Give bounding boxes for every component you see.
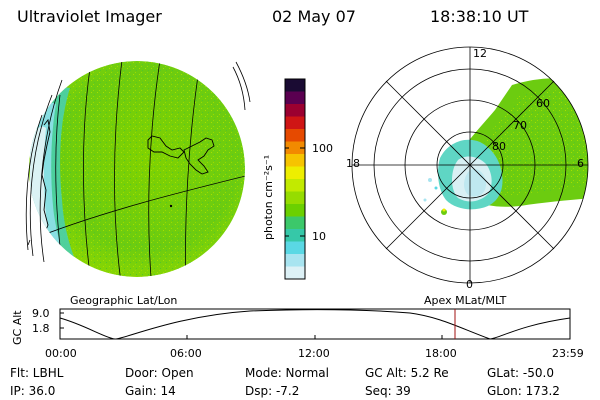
colorbar-segment	[285, 191, 305, 205]
orbit-plot	[59, 308, 571, 340]
info-dsp: Dsp: -7.2	[245, 384, 300, 398]
info-mode: Mode: Normal	[245, 366, 329, 380]
orbit-xtick-1800: 18:00	[425, 347, 457, 360]
geographic-label: Geographic Lat/Lon	[70, 294, 178, 307]
colorbar-segment	[285, 79, 305, 92]
colorbar-segment	[285, 229, 305, 242]
colorbar-segment	[285, 179, 305, 192]
colorbar-segment	[285, 241, 305, 255]
colorbar-segment	[285, 154, 305, 167]
apex-label: Apex MLat/MLT	[424, 294, 507, 307]
orbit-xtick-2359: 23:59	[552, 347, 584, 360]
colorbar-segment	[285, 91, 305, 105]
colorbar-segment	[285, 216, 305, 230]
colorbar-segment	[285, 204, 305, 217]
colorbar-tick-100: 100	[312, 142, 333, 155]
mlt-label-6: 6	[577, 157, 584, 170]
lat-label-70: 70	[513, 119, 527, 132]
date-label: 02 May 07	[272, 7, 356, 26]
orbit-axis-title: GC Alt	[11, 310, 24, 345]
orbit-ytick-top: 9.0	[32, 307, 50, 320]
info-glat: GLat: -50.0	[487, 366, 554, 380]
mlt-label-18: 18	[346, 157, 360, 170]
mlt-label-0: 0	[466, 278, 473, 291]
info-gain: Gain: 14	[125, 384, 176, 398]
instrument-title: Ultraviolet Imager	[17, 7, 162, 26]
colorbar-segment	[285, 116, 305, 130]
info-door: Door: Open	[125, 366, 194, 380]
orbit-xtick-0000: 00:00	[45, 347, 77, 360]
info-ip: IP: 36.0	[10, 384, 56, 398]
colorbar-tick-10: 10	[312, 230, 326, 243]
info-filter: Flt: LBHL	[10, 366, 64, 380]
info-glon: GLon: 173.2	[487, 384, 560, 398]
lat-label-60: 60	[536, 97, 550, 110]
info-seq: Seq: 39	[365, 384, 411, 398]
colorbar-segment	[285, 266, 305, 280]
colorbar-segment	[285, 129, 305, 142]
colorbar	[284, 78, 306, 280]
colorbar-segment	[285, 104, 305, 117]
colorbar-segment	[285, 141, 305, 155]
geographic-image	[25, 61, 251, 277]
orbit-xtick-1200: 12:00	[298, 347, 330, 360]
mlt-label-12: 12	[473, 47, 487, 60]
time-label: 18:38:10 UT	[430, 7, 529, 26]
colorbar-unit-label: photon cm⁻²s⁻¹	[262, 154, 275, 240]
orbit-ytick-bottom: 1.8	[32, 322, 50, 335]
polar-plot	[351, 46, 589, 284]
orbit-xtick-0600: 06:00	[170, 347, 202, 360]
info-gc-alt: GC Alt: 5.2 Re	[365, 366, 449, 380]
colorbar-segment	[285, 166, 305, 180]
colorbar-segment	[285, 254, 305, 267]
lat-label-80: 80	[492, 140, 506, 153]
